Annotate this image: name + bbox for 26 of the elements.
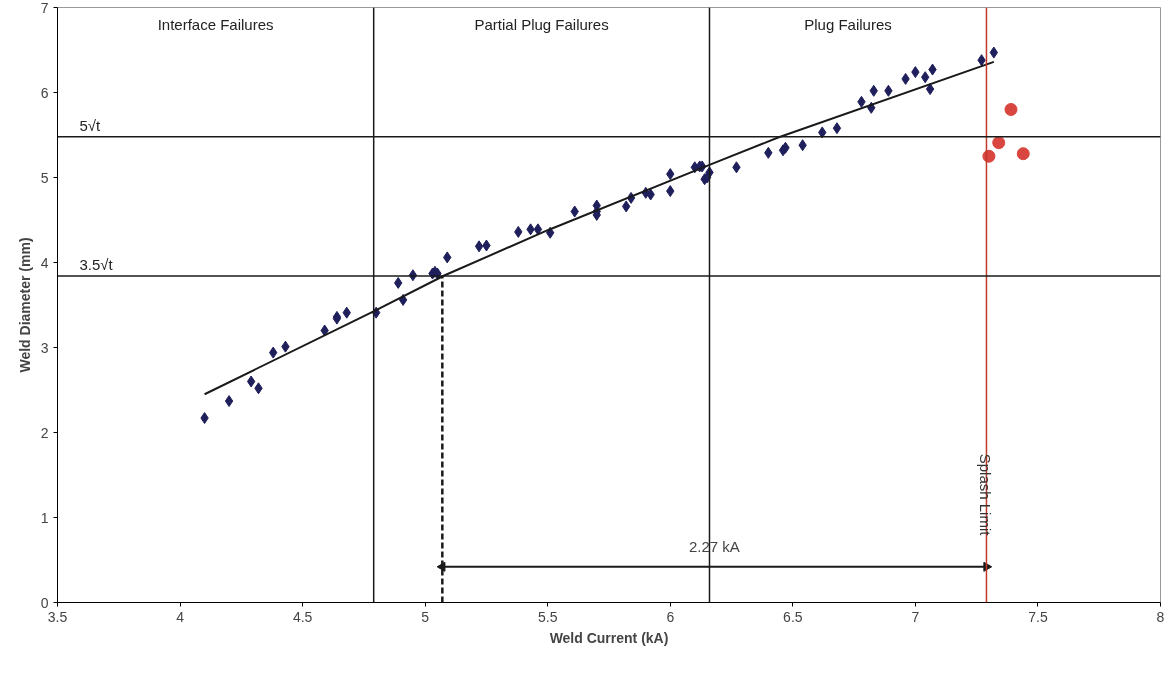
x-tick-label: 5 <box>421 608 430 625</box>
annotation: Plug Failures <box>804 15 892 33</box>
x-tick-label: 6 <box>666 608 675 625</box>
ref-line-label: Splash Limit <box>977 453 995 537</box>
y-tick-label: 2 <box>40 424 49 441</box>
y-tick-label: 1 <box>40 509 49 526</box>
x-tick-label: 3.5 <box>47 608 68 625</box>
y-tick-label: 0 <box>40 594 49 611</box>
y-tick-label: 7 <box>40 0 49 16</box>
x-tick-label: 7 <box>911 608 920 625</box>
y-tick-label: 5 <box>40 169 49 186</box>
x-tick-label: 4.5 <box>292 608 313 625</box>
y-tick-label: 3 <box>40 339 49 356</box>
annotation: Partial Plug Failures <box>474 15 609 33</box>
y-tick-label: 6 <box>40 84 49 101</box>
x-tick-label: 6.5 <box>783 608 803 625</box>
y-axis-title: Weld Diameter (mm) <box>16 237 33 373</box>
x-axis-title: Weld Current (kA) <box>549 629 669 646</box>
annotation: Interface Failures <box>157 15 274 33</box>
ref-line-label: 3.5√t <box>79 256 114 274</box>
x-tick-label: 7.5 <box>1028 608 1048 625</box>
ref-line-label: 5√t <box>79 116 102 134</box>
x-tick-label: 8 <box>1156 608 1165 625</box>
x-tick-label: 4 <box>176 608 185 625</box>
x-tick-label: 5.5 <box>537 608 558 625</box>
y-tick-label: 4 <box>40 254 49 271</box>
